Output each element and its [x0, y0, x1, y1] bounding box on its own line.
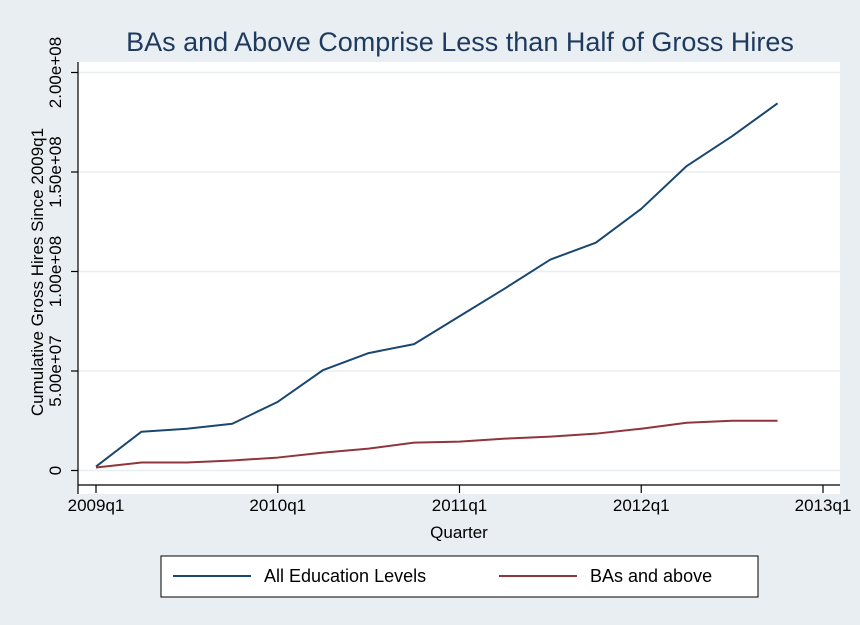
series-lines [95, 102, 779, 469]
legend-label-1: BAs and above [590, 566, 712, 586]
gridlines [78, 71, 840, 472]
legend-box [160, 555, 759, 598]
y-tick-label: 1.00e+08 [46, 236, 65, 307]
y-tick-label: 5.00e+07 [46, 335, 65, 406]
x-tick-label: 2010q1 [249, 496, 306, 515]
series-line-0 [95, 102, 779, 468]
x-tick-label: 2011q1 [432, 496, 487, 515]
y-axis-title: Cumulative Gross Hires Since 2009q1 [28, 128, 47, 416]
y-tick-label: 2.00e+08 [46, 37, 65, 108]
x-tick-label: 2012q1 [613, 496, 670, 515]
legend: All Education Levels BAs and above [160, 555, 759, 598]
legend-label-0: All Education Levels [264, 566, 426, 586]
x-tick-label: 2013q1 [795, 496, 852, 515]
x-tick-label: 2009q1 [68, 496, 125, 515]
plot-area [78, 62, 840, 494]
axes: 0 5.00e+07 1.00e+08 1.50e+08 2.00e+08 2009q1 2… [46, 37, 851, 515]
chart-title: BAs and Above Comprise Less than Half of… [126, 27, 794, 57]
y-tick-label: 1.50e+08 [46, 136, 65, 207]
series-line-1 [95, 419, 778, 469]
y-tick-label: 0 [46, 466, 65, 475]
x-axis-title: Quarter [430, 523, 488, 542]
